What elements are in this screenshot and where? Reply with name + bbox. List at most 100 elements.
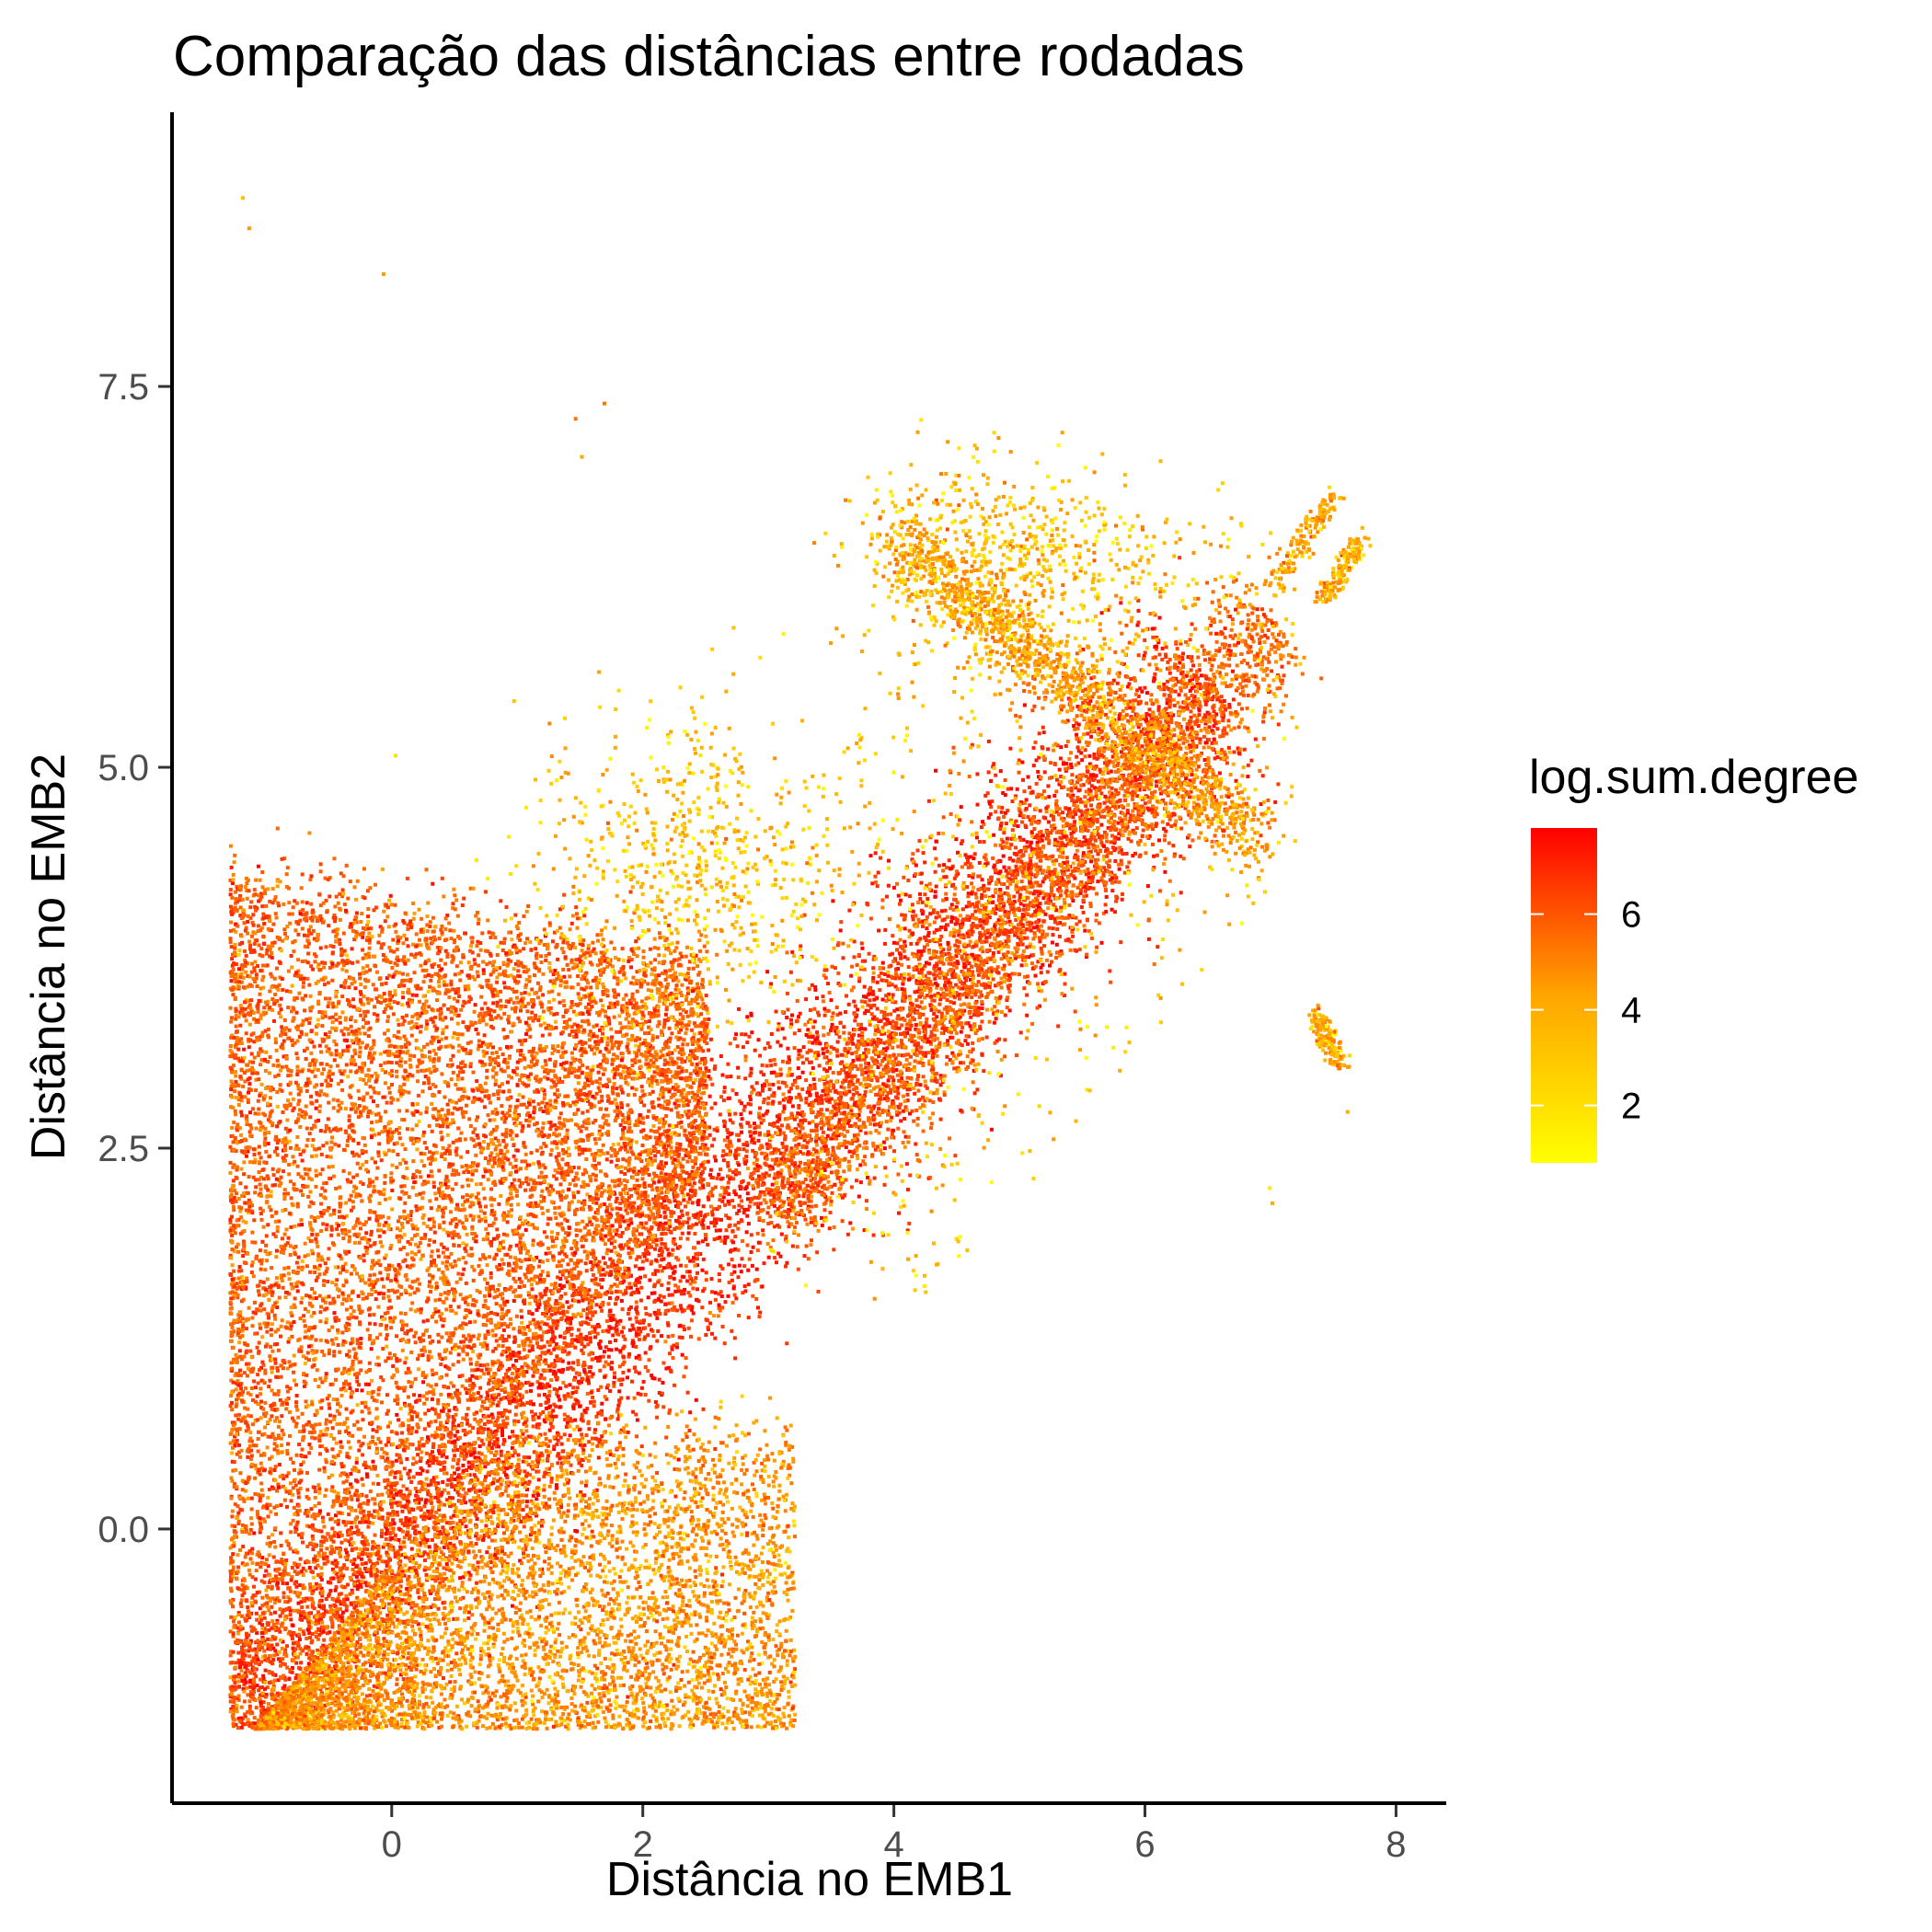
scatter-point xyxy=(574,1390,578,1394)
scatter-point xyxy=(854,1005,857,1008)
scatter-point xyxy=(765,1064,769,1068)
scatter-point xyxy=(851,1227,855,1231)
scatter-point xyxy=(900,1039,903,1042)
scatter-point xyxy=(696,1257,699,1260)
scatter-point xyxy=(825,1108,829,1111)
scatter-point xyxy=(1089,774,1093,777)
scatter-point xyxy=(899,953,903,957)
scatter-point xyxy=(594,1437,598,1441)
scatter-point xyxy=(338,1624,341,1627)
scatter-point xyxy=(443,1503,446,1507)
scatter-point xyxy=(860,947,864,950)
scatter-point xyxy=(616,1333,620,1337)
scatter-point xyxy=(963,965,967,969)
scatter-point xyxy=(511,1454,514,1457)
scatter-point xyxy=(800,1055,804,1059)
scatter-point xyxy=(662,1295,666,1299)
scatter-point xyxy=(473,1473,477,1477)
scatter-point xyxy=(1014,714,1018,718)
scatter-point xyxy=(1030,708,1034,712)
scatter-point xyxy=(477,1549,481,1553)
scatter-point xyxy=(660,1253,663,1257)
scatter-point xyxy=(591,1530,594,1534)
scatter-point xyxy=(749,1200,753,1203)
scatter-point xyxy=(684,1365,688,1369)
scatter-point xyxy=(992,834,995,837)
scatter-point xyxy=(654,1400,658,1404)
scatter-point xyxy=(770,1071,774,1075)
scatter-point xyxy=(670,1108,673,1111)
scatter-point xyxy=(857,953,861,957)
scatter-point xyxy=(580,1432,583,1436)
scatter-point xyxy=(969,1016,972,1019)
scatter-point xyxy=(925,961,928,965)
scatter-point xyxy=(617,1389,621,1393)
scatter-point xyxy=(1025,798,1029,801)
scatter-point xyxy=(915,1005,919,1008)
scatter-point xyxy=(771,1183,775,1187)
scatter-point xyxy=(299,1661,303,1664)
scatter-point xyxy=(746,1269,750,1272)
scatter-point xyxy=(742,1045,745,1049)
scatter-point xyxy=(1019,1030,1023,1034)
scatter-point xyxy=(410,1547,414,1551)
scatter-point xyxy=(861,960,865,963)
scatter-point xyxy=(278,1572,282,1576)
scatter-point xyxy=(475,1581,478,1585)
scatter-point xyxy=(428,1545,431,1548)
scatter-point xyxy=(584,1484,588,1488)
scatter-point xyxy=(627,1396,630,1399)
scatter-point xyxy=(723,1203,727,1207)
scatter-point xyxy=(727,1262,730,1266)
scatter-point xyxy=(998,827,1002,831)
scatter-point xyxy=(550,1477,554,1480)
scatter-point xyxy=(766,1211,770,1214)
scatter-point xyxy=(561,1450,565,1454)
scatter-point xyxy=(799,1012,802,1016)
scatter-point xyxy=(842,1025,845,1029)
scatter-point xyxy=(418,1394,421,1397)
scatter-point xyxy=(1017,923,1020,926)
scatter-point xyxy=(773,1058,776,1062)
scatter-point xyxy=(1037,696,1041,700)
scatter-point xyxy=(725,1153,729,1156)
scatter-point xyxy=(502,1328,506,1332)
scatter-point xyxy=(955,869,959,873)
scatter-point xyxy=(879,857,882,860)
scatter-point xyxy=(569,1433,572,1437)
scatter-point xyxy=(973,1091,977,1095)
scatter-point xyxy=(707,1049,710,1052)
scatter-point xyxy=(907,978,911,982)
scatter-point xyxy=(364,1494,368,1498)
scatter-point xyxy=(891,934,894,937)
scatter-point xyxy=(1048,926,1052,930)
scatter-point xyxy=(872,1234,876,1237)
scatter-point xyxy=(240,1706,244,1709)
scatter-point xyxy=(489,1420,493,1423)
scatter-point xyxy=(684,1356,688,1360)
scatter-point xyxy=(750,1250,753,1254)
scatter-point xyxy=(316,1610,320,1614)
scatter-point xyxy=(671,1294,674,1297)
scatter-point xyxy=(1029,929,1033,933)
scatter-point xyxy=(532,1424,535,1428)
scatter-point xyxy=(256,1658,259,1662)
scatter-point xyxy=(693,1232,696,1236)
scatter-point xyxy=(1156,742,1159,745)
scatter-point xyxy=(577,1300,581,1304)
scatter-point xyxy=(797,1066,800,1070)
scatter-point xyxy=(1110,787,1114,790)
scatter-point xyxy=(907,1028,911,1031)
scatter-point xyxy=(932,1012,936,1016)
scatter-point xyxy=(766,1101,770,1105)
scatter-point xyxy=(610,1291,614,1294)
scatter-point xyxy=(327,1512,330,1516)
scatter-point xyxy=(689,1282,693,1285)
scatter-point xyxy=(1133,852,1137,856)
scatter-point xyxy=(748,1204,752,1208)
scatter-point xyxy=(683,1288,686,1292)
scatter-point xyxy=(835,1054,839,1058)
scatter-point xyxy=(719,1218,723,1222)
scatter-point xyxy=(590,1391,593,1395)
scatter-point xyxy=(1052,926,1055,930)
